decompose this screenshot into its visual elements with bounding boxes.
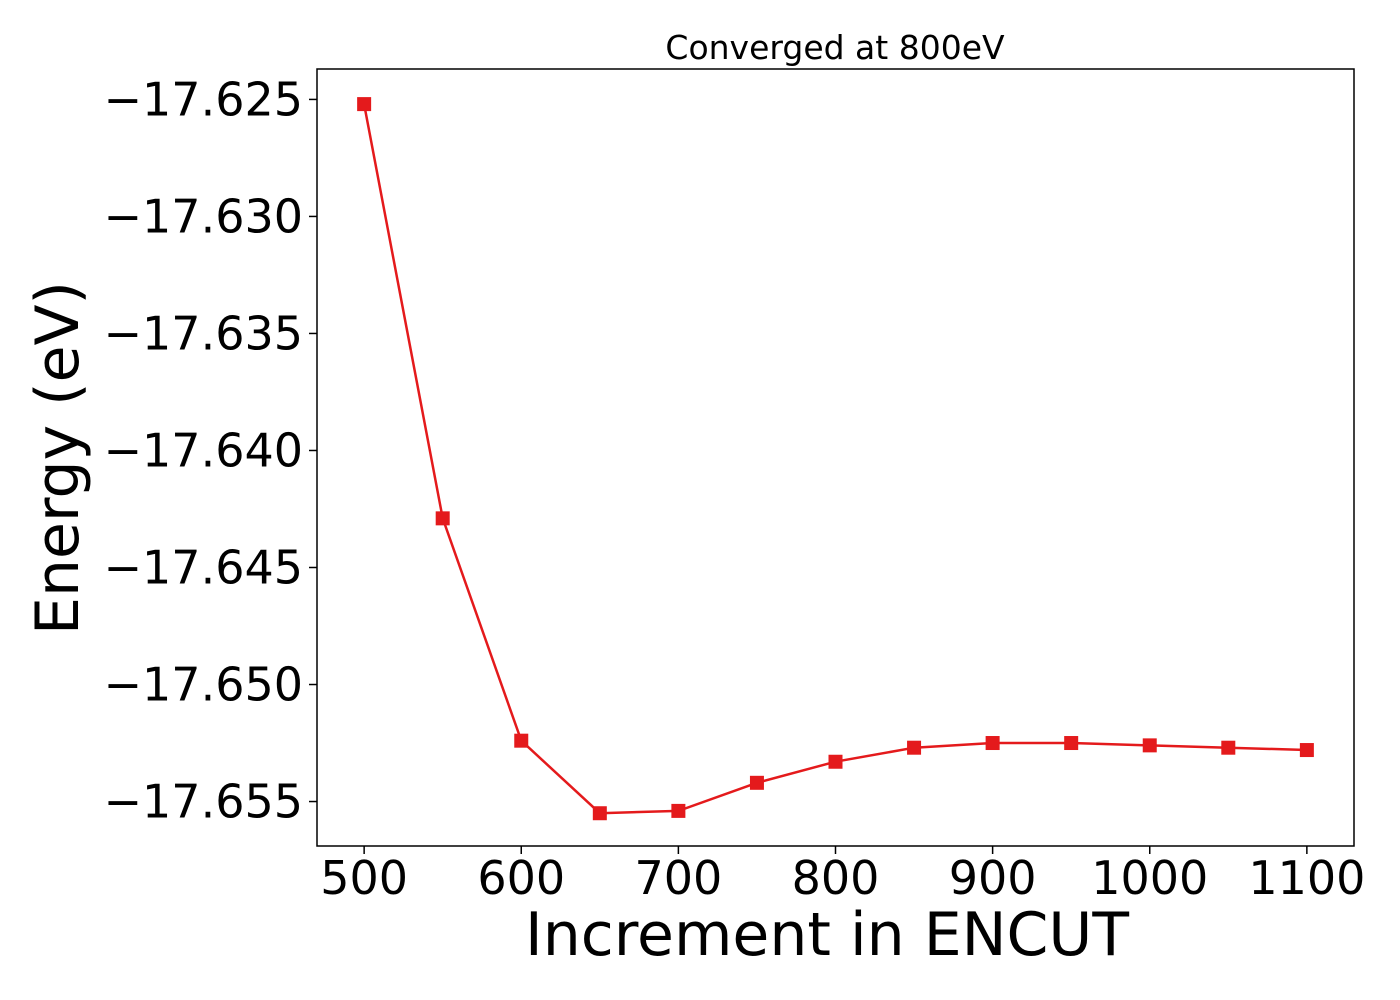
y-tick-label: −17.650 [104,658,304,712]
chart-title: Converged at 800eV [665,28,1005,67]
x-tick-label: 900 [949,851,1037,905]
x-tick-label: 1000 [1091,851,1208,905]
x-tick-label: 600 [477,851,565,905]
series-layer [357,97,1314,821]
y-tick-label: −17.635 [104,306,304,360]
data-point-marker [907,740,922,755]
data-point-marker [671,803,686,818]
x-tick-label: 1100 [1248,851,1365,905]
x-axis: 500 600 700 800 900 1000 1100 [320,846,1365,905]
x-tick-label: 700 [634,851,722,905]
data-point-marker [1064,736,1079,751]
y-tick-label: −17.655 [104,775,304,829]
data-point-marker [749,775,764,790]
data-point-marker [985,736,1000,751]
y-tick-label: −17.625 [104,72,304,126]
y-tick-label: −17.640 [104,423,304,477]
data-point-marker [435,511,450,526]
data-point-marker [828,754,843,769]
data-point-marker [514,733,529,748]
y-axis-label: Energy (eV) [23,281,93,635]
plot-frame [316,68,1355,847]
y-tick-label: −17.630 [104,189,304,243]
series-line [362,103,1307,815]
x-tick-label: 800 [792,851,880,905]
data-point-marker [1221,740,1236,755]
data-point-marker [1299,743,1314,758]
x-axis-label: Increment in ENCUT [525,900,1129,970]
data-point-marker [1142,738,1157,753]
data-point-marker [592,806,607,821]
y-axis: −17.625 −17.630 −17.635 −17.640 −17.645 −17.6… [104,72,317,829]
data-point-marker [357,97,372,112]
y-tick-label: −17.645 [104,540,304,594]
x-tick-label: 500 [320,851,408,905]
